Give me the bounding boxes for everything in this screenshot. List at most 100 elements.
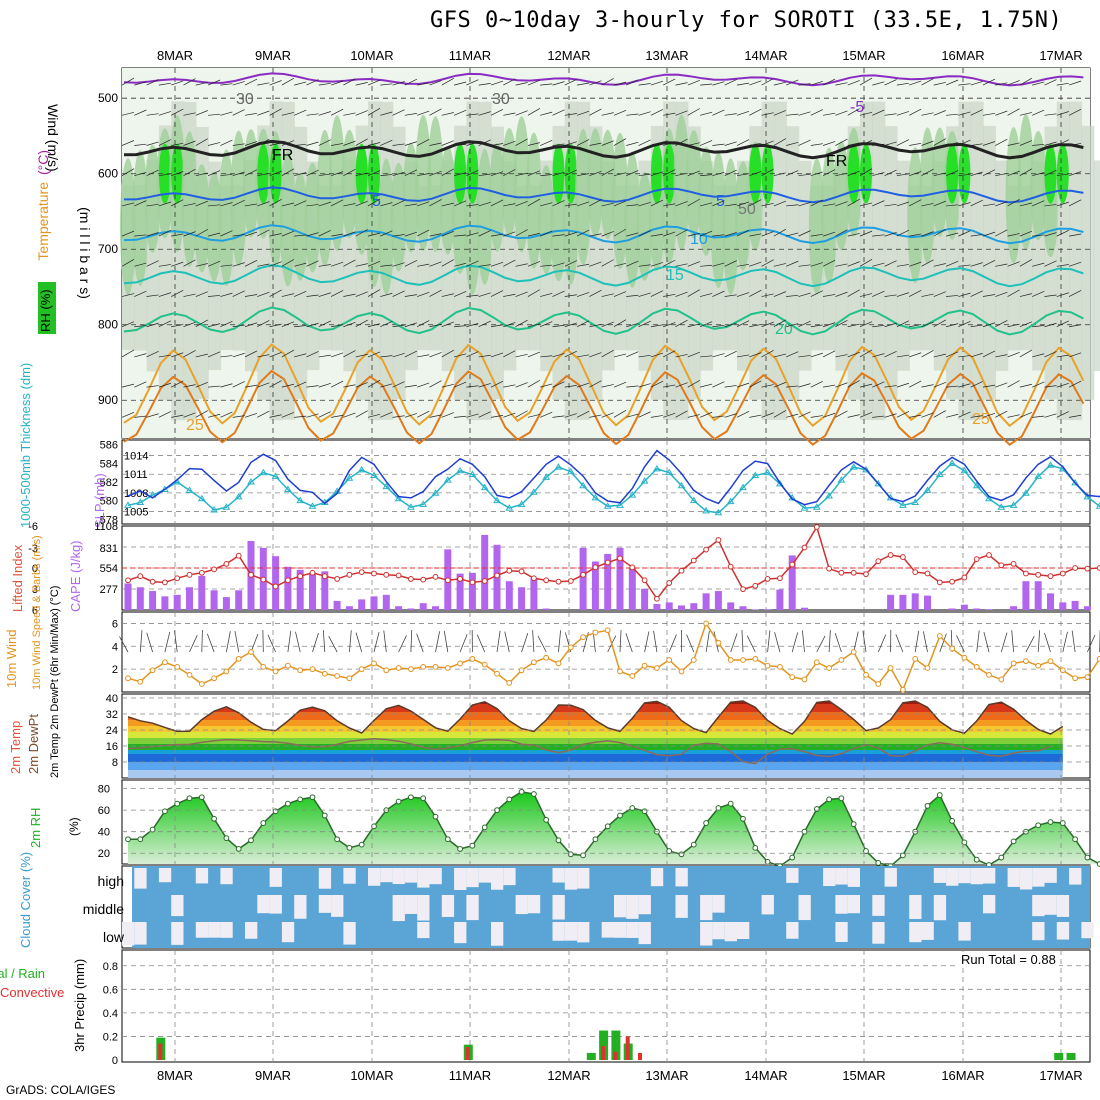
wind-barb-10m <box>1000 632 1008 653</box>
wind-barb <box>503 231 516 237</box>
thickness-point <box>222 503 231 510</box>
wind-barb <box>601 321 614 328</box>
wind-barb <box>306 351 319 358</box>
rh-shade <box>710 151 727 289</box>
wind-barb <box>367 198 381 207</box>
wind-barb <box>392 109 405 116</box>
wind-barb <box>244 294 258 297</box>
wind-barb <box>921 293 934 297</box>
wind-barb <box>134 353 147 358</box>
wind-barb <box>478 292 491 297</box>
wind-ylabel: 10m Wind Speed & Barbs (m/s) <box>31 535 43 690</box>
cloud-gap <box>577 868 590 889</box>
wind-barb <box>601 78 614 86</box>
wind-speed-point <box>703 620 709 627</box>
cloud-gap <box>1056 922 1070 940</box>
wind-barb <box>712 200 725 207</box>
wind-barb <box>872 200 885 207</box>
x-tick-bottom: 16MAR <box>941 1068 984 1083</box>
wind-barb <box>429 233 442 237</box>
wind-barb <box>601 412 614 418</box>
wind-barb <box>909 380 922 388</box>
thickness-point <box>640 477 649 484</box>
wind-barb <box>613 262 627 267</box>
wind-barb <box>281 112 294 116</box>
wind-barb <box>269 380 282 388</box>
thickness-point <box>1083 492 1092 500</box>
wind-barb <box>417 110 430 116</box>
wind-speed-point <box>789 674 796 681</box>
wind-barb <box>515 291 528 297</box>
cloud-gap <box>712 922 725 940</box>
wind-barb <box>318 383 331 388</box>
wind-barb <box>294 353 307 358</box>
wind-barb <box>564 169 577 177</box>
wind-barb <box>208 385 221 388</box>
rh-shade <box>230 130 247 267</box>
rh2m-point <box>900 852 906 859</box>
cloud-gap <box>577 922 590 943</box>
wind-barb <box>454 353 467 358</box>
wind-barb <box>367 379 381 388</box>
wind-barb <box>933 229 946 237</box>
cloud-gap <box>343 868 356 884</box>
cloud-gap <box>220 922 233 938</box>
wind-barb <box>441 168 454 177</box>
wind-barb <box>527 198 541 207</box>
cape-bar <box>186 587 193 610</box>
wind-barb <box>884 232 897 237</box>
cape-bar <box>518 587 526 610</box>
rh-shade <box>218 149 235 286</box>
wind-barb <box>355 229 368 237</box>
wind-barb <box>441 77 454 86</box>
thickness-point <box>197 494 206 502</box>
cloud-gap <box>614 895 627 918</box>
wind-barb <box>429 199 442 207</box>
wind-barb <box>626 232 639 237</box>
cloud-gap <box>626 922 639 938</box>
rh2m-point <box>875 860 882 866</box>
wind-barb <box>1044 260 1057 267</box>
wind-barb <box>183 78 196 86</box>
wind-barb <box>700 383 713 388</box>
wind-barb <box>552 143 565 146</box>
wind-barb <box>589 380 602 388</box>
rh2m-point <box>1072 836 1078 843</box>
wind-speed-point <box>801 676 808 683</box>
wind-barb <box>736 292 750 297</box>
wind-barb <box>367 414 381 418</box>
wind-barb-10m <box>741 630 744 653</box>
wind-barb-10m <box>267 634 276 653</box>
wind-barb <box>835 410 848 418</box>
cape-bar <box>432 606 439 610</box>
wind-barb <box>269 108 282 116</box>
wind-barb <box>995 110 1008 116</box>
wind-barb <box>650 109 664 116</box>
wind-speed-point <box>813 659 820 666</box>
temp-band <box>128 744 1063 750</box>
precip-conv-bar <box>601 1045 606 1060</box>
wind-barb <box>786 79 799 86</box>
cape-bar <box>604 553 612 610</box>
rh-shade <box>390 162 407 272</box>
wind-barb <box>1032 415 1045 418</box>
wind-barb <box>1032 234 1045 237</box>
wind-barb <box>749 414 762 418</box>
wind-barb <box>121 383 135 388</box>
wind-barb <box>970 262 983 267</box>
wind-barb <box>810 80 823 86</box>
lifted-index-point <box>149 578 156 585</box>
wind-barb <box>810 381 823 388</box>
wind-barb <box>921 384 934 388</box>
thickness-point <box>935 470 944 478</box>
cape-bar <box>985 609 993 610</box>
rh2m-point <box>924 802 931 809</box>
temperature-ylabel: Temperature <box>35 182 51 261</box>
wind-barb <box>700 83 713 86</box>
wind-barb <box>700 202 713 207</box>
wind-barb <box>392 290 405 297</box>
wind-barb <box>995 82 1008 86</box>
wind-barb <box>798 355 811 358</box>
wind-barb <box>650 80 664 86</box>
contour-30 <box>123 369 1085 446</box>
